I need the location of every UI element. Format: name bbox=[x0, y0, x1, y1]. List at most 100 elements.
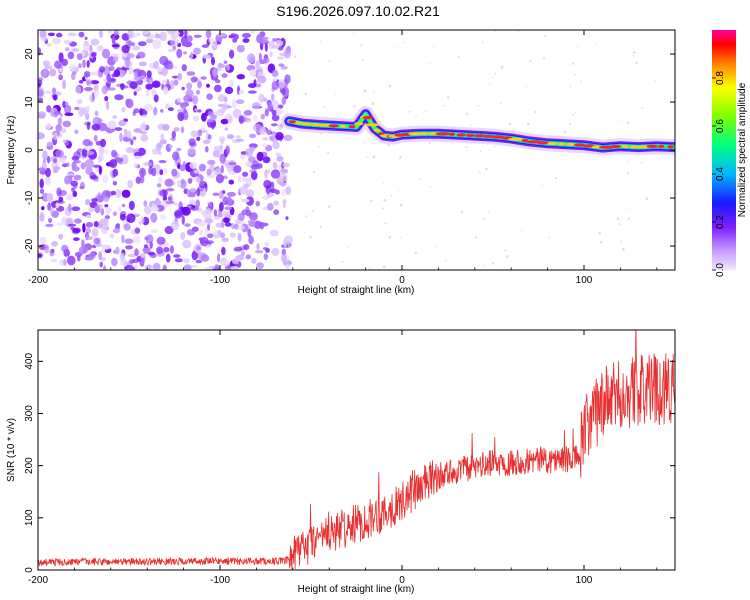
faint-cell bbox=[474, 183, 476, 185]
noise-cell bbox=[44, 65, 53, 70]
noise-cell bbox=[224, 127, 229, 131]
noise-cell bbox=[78, 107, 85, 117]
noise-cell bbox=[81, 148, 88, 158]
noise-cell bbox=[261, 196, 270, 200]
noise-cell bbox=[165, 242, 170, 247]
noise-cell bbox=[90, 80, 100, 85]
noise-cell bbox=[100, 248, 106, 253]
noise-cell bbox=[231, 99, 237, 109]
noise-cell bbox=[267, 102, 273, 112]
noise-cell bbox=[203, 227, 209, 237]
faint-cell bbox=[428, 142, 431, 145]
noise-cell bbox=[104, 96, 109, 102]
noise-cell bbox=[285, 263, 290, 270]
noise-cell bbox=[118, 120, 127, 127]
noise-cell bbox=[183, 41, 192, 48]
noise-cell bbox=[198, 163, 206, 172]
noise-cell bbox=[61, 163, 68, 168]
colorbar-tick-label: 0.4 bbox=[715, 167, 726, 181]
ridge-hotspot bbox=[295, 121, 303, 125]
noise-cell bbox=[154, 33, 161, 39]
noise-cell bbox=[255, 60, 261, 70]
faint-cell bbox=[399, 155, 402, 158]
noise-cell bbox=[143, 244, 149, 248]
ridge-hotspot bbox=[288, 120, 296, 124]
noise-cell bbox=[256, 262, 264, 270]
noise-cell bbox=[239, 154, 246, 160]
noise-cell bbox=[252, 115, 258, 122]
colorbar-ticks: 0.0 0.2 0.4 0.6 0.8 bbox=[712, 71, 726, 277]
noise-cell bbox=[62, 120, 72, 128]
noise-cell bbox=[38, 167, 46, 172]
noise-cell bbox=[281, 87, 286, 96]
noise-cell bbox=[162, 264, 167, 270]
noise-cell bbox=[226, 134, 235, 140]
noise-cell bbox=[278, 172, 288, 183]
noise-cell bbox=[85, 199, 91, 206]
noise-cell bbox=[256, 243, 260, 250]
noise-cell bbox=[195, 176, 201, 184]
noise-cell bbox=[98, 165, 102, 175]
noise-cell bbox=[184, 223, 191, 227]
snr-panel: -200 -100 0 100 0 100 200 300 400 Height of stra… bbox=[6, 329, 676, 595]
noise-cell bbox=[63, 39, 73, 45]
noise-cell bbox=[206, 168, 212, 176]
snr-x-tick-label: -200 bbox=[28, 575, 48, 586]
faint-cell bbox=[508, 122, 512, 126]
noise-cell bbox=[230, 223, 235, 230]
noise-cell bbox=[249, 68, 257, 77]
noise-cell bbox=[134, 264, 138, 269]
noise-cell bbox=[44, 90, 52, 94]
noise-cell bbox=[187, 178, 193, 184]
noise-cell bbox=[134, 151, 143, 157]
noise-cell bbox=[183, 51, 187, 55]
noise-cell bbox=[266, 170, 270, 174]
noise-cell bbox=[249, 133, 257, 138]
snr-series-line bbox=[38, 330, 675, 570]
faint-cell bbox=[504, 249, 507, 252]
noise-cell bbox=[196, 188, 201, 197]
faint-cell bbox=[483, 264, 485, 267]
noise-cell bbox=[213, 234, 221, 239]
noise-cell bbox=[127, 179, 134, 189]
spectrogram-x-tick-label: -100 bbox=[210, 275, 230, 286]
noise-cell bbox=[171, 75, 179, 79]
noise-cell bbox=[227, 114, 233, 124]
faint-cell bbox=[626, 121, 630, 125]
noise-cell bbox=[194, 108, 198, 112]
noise-cell bbox=[200, 127, 206, 132]
noise-cell bbox=[228, 34, 235, 39]
faint-cell bbox=[327, 109, 329, 111]
faint-cell bbox=[598, 232, 601, 235]
noise-cell bbox=[112, 168, 119, 177]
noise-cell bbox=[81, 50, 85, 58]
noise-cell bbox=[39, 170, 47, 175]
noise-cell bbox=[263, 253, 268, 261]
noise-cell bbox=[67, 51, 75, 60]
noise-cell bbox=[131, 258, 140, 264]
noise-cell bbox=[124, 238, 134, 244]
faint-cell bbox=[494, 145, 496, 148]
noise-cell bbox=[66, 173, 74, 177]
noise-cell bbox=[159, 214, 167, 221]
noise-cell bbox=[251, 30, 255, 34]
noise-cell bbox=[131, 42, 136, 47]
noise-cell bbox=[278, 63, 285, 67]
noise-cell bbox=[85, 222, 93, 228]
noise-cell bbox=[242, 171, 249, 177]
noise-cell bbox=[177, 108, 184, 113]
noise-cell bbox=[165, 200, 175, 205]
noise-cell bbox=[199, 180, 208, 189]
noise-cell bbox=[224, 222, 232, 227]
noise-cell bbox=[247, 53, 256, 64]
noise-cell bbox=[85, 236, 94, 241]
noise-cell bbox=[183, 94, 192, 103]
noise-cell bbox=[241, 177, 248, 182]
noise-cell bbox=[41, 206, 45, 211]
noise-cell bbox=[145, 83, 153, 90]
faint-cell bbox=[574, 73, 577, 76]
noise-cell bbox=[133, 91, 137, 96]
faint-cell bbox=[544, 34, 547, 37]
noise-cell bbox=[165, 103, 170, 110]
noise-cell bbox=[45, 176, 51, 186]
